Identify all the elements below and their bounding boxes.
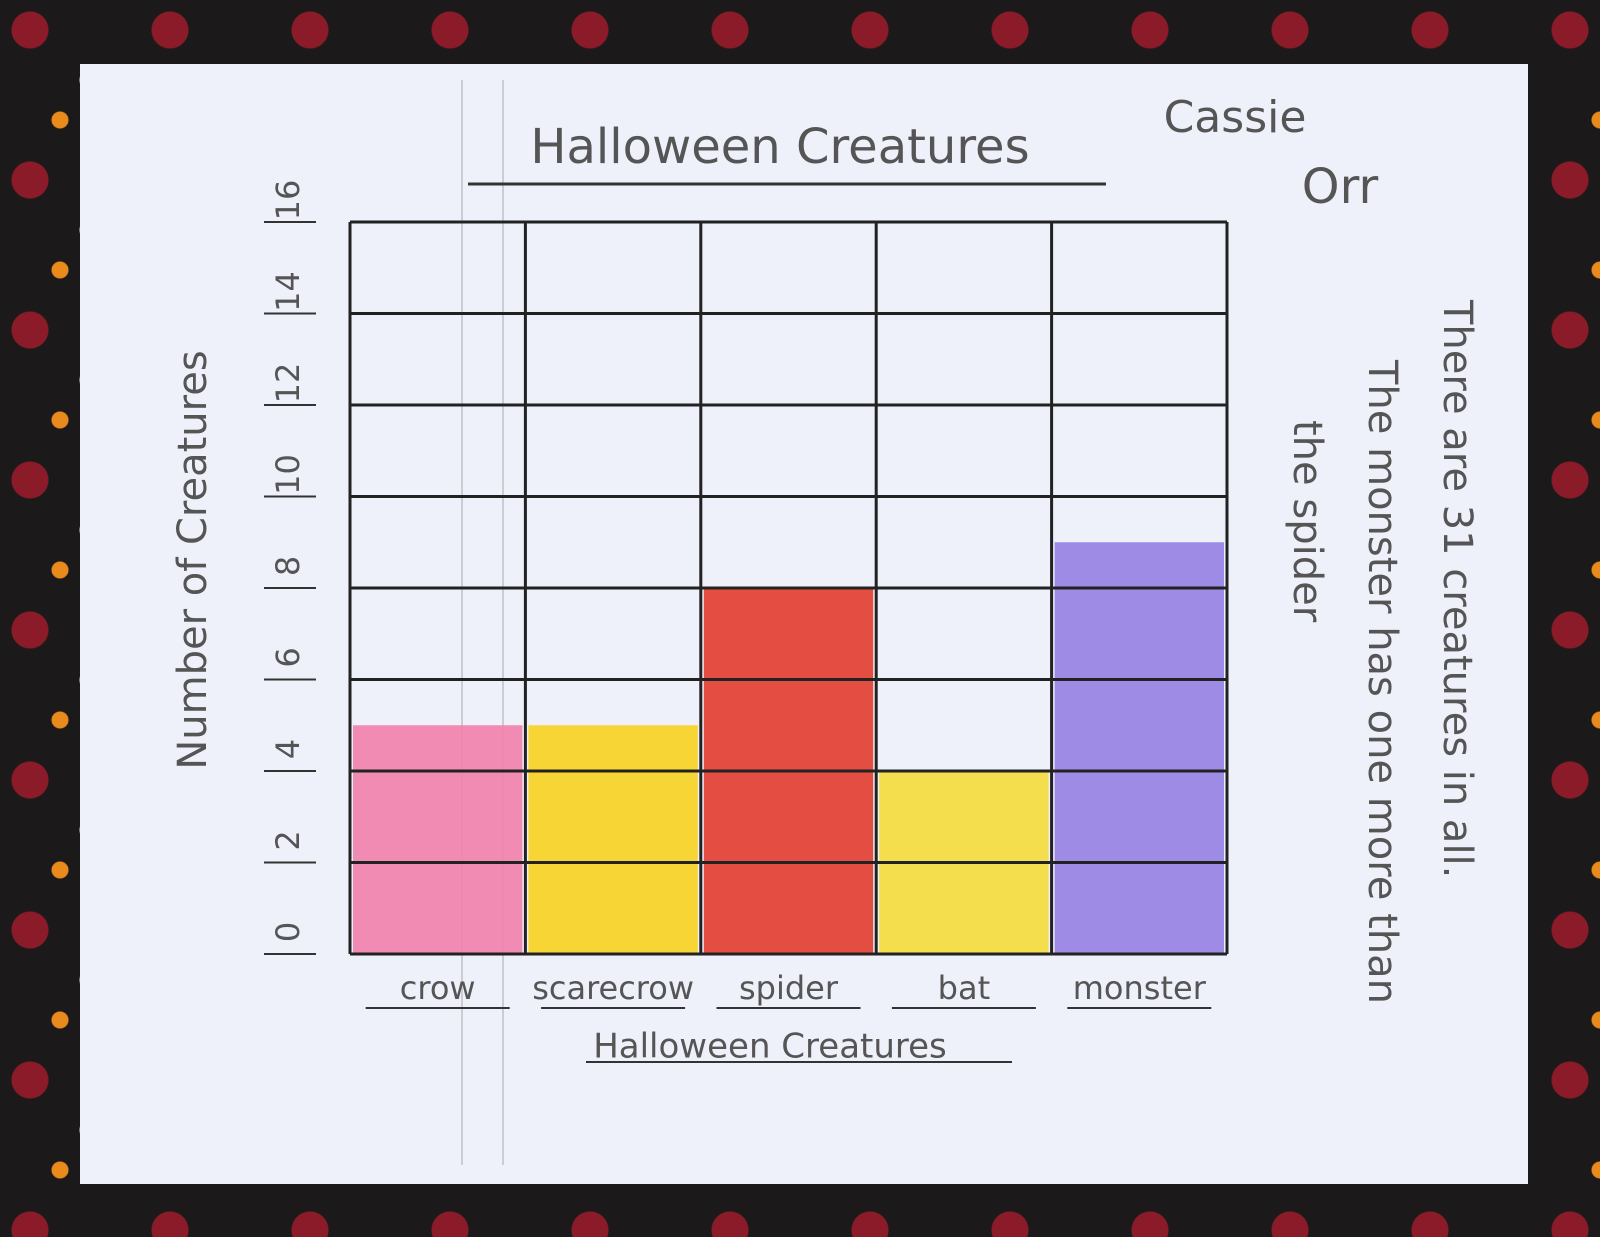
y-tick-label: 14 xyxy=(269,271,307,312)
author: Cassie xyxy=(1164,92,1307,143)
y-tick-label: 8 xyxy=(269,556,307,576)
bar xyxy=(353,725,523,954)
x-tick-label: monster xyxy=(1073,969,1207,1007)
notes: There are 31 creatures in all. The monste… xyxy=(1284,299,1480,1004)
y-tick-label: 6 xyxy=(269,647,307,667)
y-tick-label: 16 xyxy=(269,180,307,221)
x-tick-label: bat xyxy=(938,969,990,1007)
y-tick-label: 12 xyxy=(269,363,307,404)
author: Orr xyxy=(1302,159,1379,215)
y-tick-label: 4 xyxy=(269,739,307,759)
x-axis-label: Halloween Creatures xyxy=(593,1027,947,1067)
x-tick-label: crow xyxy=(400,969,476,1007)
y-tick-label: 2 xyxy=(269,830,307,850)
bar xyxy=(528,725,698,954)
y-tick-label: 10 xyxy=(269,454,307,495)
bar xyxy=(1054,542,1224,954)
chart-title: Halloween Creatures xyxy=(530,119,1029,175)
y-axis-label: Number of Creatures xyxy=(170,350,216,769)
x-tick-label: scarecrow xyxy=(532,969,694,1007)
note-line: The monster has one more than xyxy=(1359,359,1405,1004)
note-line: the spider xyxy=(1284,420,1330,623)
note-line: There are 31 creatures in all. xyxy=(1434,299,1480,878)
x-tick-label: spider xyxy=(739,969,839,1007)
y-tick-label: 0 xyxy=(269,922,307,942)
